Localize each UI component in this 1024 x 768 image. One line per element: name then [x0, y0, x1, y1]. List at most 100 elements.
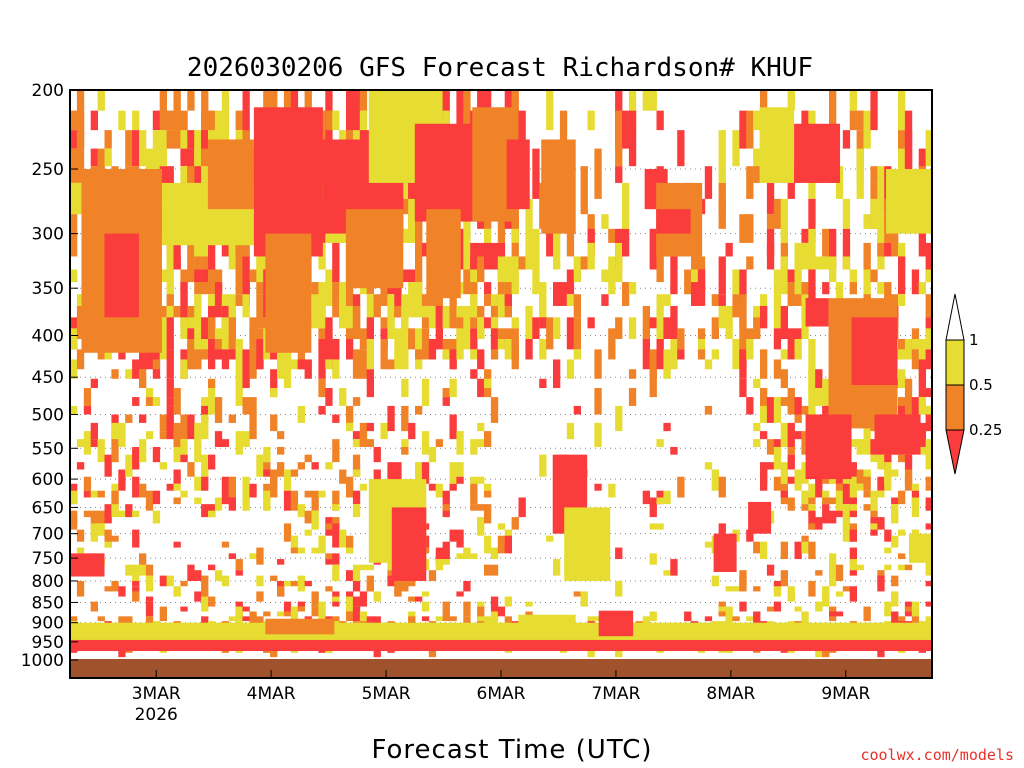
heatmap-cell	[304, 454, 312, 463]
heatmap-cell	[649, 611, 657, 622]
heatmap-cell	[118, 110, 126, 131]
heatmap-cell	[173, 446, 181, 463]
heatmap-cell	[725, 606, 733, 617]
heatmap-cell	[601, 294, 609, 306]
heatmap-cell	[801, 405, 809, 415]
heatmap-cell	[663, 317, 671, 340]
heatmap-cell	[325, 388, 333, 406]
heatmap-cell	[835, 510, 844, 518]
heatmap-cell	[228, 305, 236, 329]
heatmap-cell	[83, 476, 92, 491]
heatmap-cell	[325, 586, 333, 592]
heatmap-cell	[435, 305, 443, 329]
heatmap-cell	[697, 328, 706, 340]
heatmap-cell	[863, 504, 871, 511]
heatmap-cell	[484, 242, 492, 270]
heatmap-cell	[587, 110, 595, 131]
heatmap-cell	[228, 616, 236, 622]
heatmap-cell	[504, 596, 512, 607]
heatmap-cell	[456, 591, 464, 597]
heatmap-cell	[594, 483, 602, 491]
heatmap-cell	[677, 349, 685, 360]
heatmap-cell	[311, 462, 319, 470]
heatmap-cell	[739, 317, 747, 340]
heatmap-cell	[656, 523, 664, 530]
heatmap-cell	[97, 90, 105, 111]
heatmap-cell	[408, 422, 416, 440]
heatmap-cell	[256, 454, 264, 477]
heatmap-cell	[125, 504, 133, 518]
heatmap-cell	[201, 166, 209, 183]
heatmap-cell	[849, 110, 857, 131]
heatmap-cell	[90, 110, 98, 131]
heatmap-cell	[780, 397, 788, 406]
heatmap-cell	[228, 553, 236, 560]
heatmap-cell	[559, 110, 568, 149]
heatmap-cell	[366, 339, 374, 370]
heatmap-cell	[263, 497, 271, 511]
heatmap-block	[506, 139, 530, 210]
heatmap-cell	[725, 586, 733, 592]
heatmap-cell	[484, 90, 492, 111]
heatmap-cell	[166, 256, 174, 270]
heatmap-cell	[263, 462, 271, 470]
heatmap-cell	[456, 317, 464, 340]
heatmap-cell	[677, 328, 685, 350]
heatmap-cell	[449, 616, 457, 622]
heatmap-cell	[801, 541, 809, 554]
heatmap-cell	[339, 294, 347, 329]
heatmap-cell	[318, 405, 326, 415]
heatmap-cell	[352, 349, 361, 379]
heatmap-cell	[380, 282, 388, 306]
heatmap-cell	[90, 378, 98, 389]
heatmap-cell	[511, 214, 519, 243]
heatmap-cell	[76, 580, 85, 597]
heatmap-cell	[180, 606, 188, 612]
heatmap-cell	[532, 256, 540, 295]
heatmap-cell	[428, 570, 437, 581]
heatmap-cell	[829, 228, 837, 270]
heatmap-cell	[829, 497, 837, 505]
heatmap-cell	[918, 148, 926, 183]
heatmap-cell	[201, 130, 209, 167]
y-tick-label: 900	[32, 614, 64, 634]
heatmap-cell	[263, 446, 271, 463]
y-tick-label: 450	[32, 368, 64, 388]
heatmap-cell	[421, 328, 430, 360]
heatmap-cell	[387, 294, 395, 306]
heatmap-cell	[911, 490, 920, 505]
heatmap-cell	[201, 414, 209, 440]
x-tick-label: 4MAR	[247, 684, 296, 704]
heatmap-cell	[829, 553, 837, 571]
heatmap-cell	[553, 228, 561, 270]
heatmap-cell	[808, 510, 816, 530]
heatmap-cell	[159, 606, 167, 622]
heatmap-cell	[173, 305, 181, 318]
heatmap-cell	[352, 305, 361, 329]
heatmap-block	[207, 139, 254, 210]
heatmap-cell	[842, 504, 851, 518]
heatmap-cell	[477, 256, 485, 283]
heatmap-cell	[235, 388, 243, 406]
heatmap-cell	[415, 282, 423, 318]
heatmap-cell	[214, 349, 223, 360]
heatmap-cell	[566, 317, 575, 350]
heatmap-cell	[725, 328, 733, 340]
heatmap-cell	[718, 606, 726, 612]
heatmap-cell	[201, 269, 209, 283]
heatmap-cell	[704, 462, 713, 470]
heatmap-cell	[228, 294, 236, 318]
heatmap-cell	[235, 242, 243, 283]
heatmap-cell	[166, 483, 174, 491]
heatmap-cell	[132, 586, 140, 592]
heatmap-cell	[691, 282, 699, 306]
heatmap-cell	[145, 349, 154, 360]
heatmap-cell	[497, 339, 506, 350]
heatmap-cell	[497, 256, 506, 270]
y-tick-label: 200	[32, 81, 64, 101]
heatmap-cell	[746, 339, 754, 360]
heatmap-cell	[270, 476, 278, 498]
heatmap-cell	[856, 564, 864, 571]
heatmap-cell	[615, 405, 623, 432]
heatmap-cell	[173, 469, 181, 484]
